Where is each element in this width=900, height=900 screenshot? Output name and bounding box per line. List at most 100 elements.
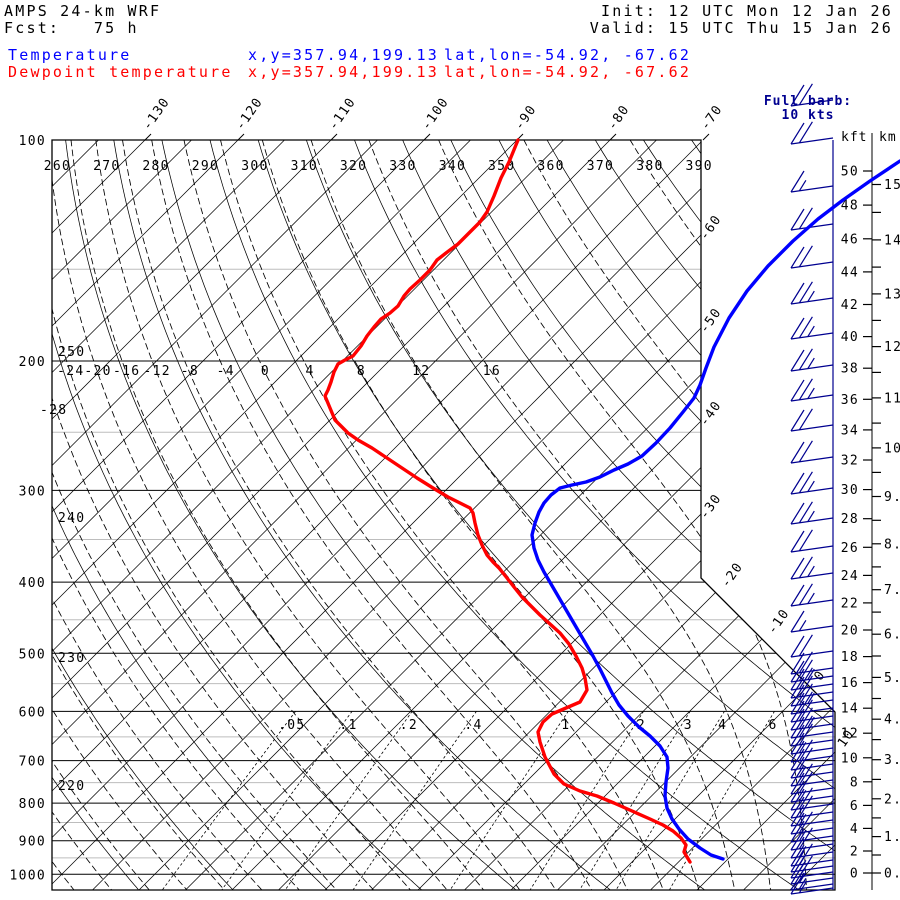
svg-text:270: 270	[93, 159, 120, 174]
svg-text:3.: 3.	[884, 753, 900, 768]
svg-text:.2: .2	[400, 718, 418, 733]
svg-text:44: 44	[841, 265, 859, 280]
svg-text:10.: 10.	[884, 441, 900, 456]
init-time: Init: 12 UTC Mon 12 Jan 26	[601, 2, 893, 20]
svg-text:4: 4	[718, 718, 727, 733]
svg-text:-70: -70	[698, 102, 726, 133]
svg-text:3: 3	[684, 718, 693, 733]
svg-text:900: 900	[19, 835, 46, 850]
svg-text:360: 360	[537, 159, 564, 174]
svg-text:4.: 4.	[884, 713, 900, 728]
svg-text:1000: 1000	[9, 868, 46, 883]
svg-text:-20: -20	[718, 560, 746, 591]
svg-text:48: 48	[841, 199, 859, 214]
svg-text:350: 350	[488, 159, 515, 174]
svg-text:12: 12	[841, 727, 859, 742]
forecast-hour: Fcst: 75 h	[4, 19, 139, 37]
svg-text:200: 200	[19, 355, 46, 370]
svg-text:22: 22	[841, 596, 859, 611]
svg-text:8.: 8.	[884, 537, 900, 552]
dewpoint-label: Dewpoint temperature	[8, 63, 233, 81]
svg-text:8: 8	[357, 364, 366, 379]
svg-text:.1: .1	[339, 718, 357, 733]
svg-text:370: 370	[587, 159, 614, 174]
svg-text:12: 12	[412, 364, 430, 379]
svg-text:330: 330	[389, 159, 416, 174]
svg-text:-4: -4	[217, 364, 235, 379]
svg-text:34: 34	[841, 423, 859, 438]
svg-text:13.: 13.	[884, 287, 900, 302]
kft-axis-title: kft	[841, 130, 868, 145]
svg-text:-120: -120	[233, 95, 266, 134]
svg-text:50: 50	[841, 165, 859, 180]
svg-text:310: 310	[291, 159, 318, 174]
svg-text:220: 220	[58, 779, 85, 794]
svg-text:8: 8	[850, 775, 859, 790]
svg-text:26: 26	[841, 541, 859, 556]
svg-text:42: 42	[841, 298, 859, 313]
model-title: AMPS 24-km WRF	[4, 2, 162, 20]
svg-text:600: 600	[19, 705, 46, 720]
svg-text:-110: -110	[326, 95, 359, 134]
valid-time: Valid: 15 UTC Thu 15 Jan 26	[589, 19, 893, 37]
svg-text:240: 240	[58, 511, 85, 526]
svg-text:4: 4	[850, 822, 859, 837]
svg-text:7.: 7.	[884, 583, 900, 598]
svg-text:1: 1	[561, 718, 570, 733]
svg-text:400: 400	[19, 576, 46, 591]
svg-text:-28: -28	[40, 403, 67, 418]
svg-text:500: 500	[19, 647, 46, 662]
svg-text:700: 700	[19, 755, 46, 770]
svg-text:290: 290	[192, 159, 219, 174]
svg-text:-8: -8	[181, 364, 199, 379]
temperature-label: Temperature	[8, 46, 132, 64]
svg-text:18: 18	[841, 650, 859, 665]
svg-text:40: 40	[841, 330, 859, 345]
svg-text:320: 320	[340, 159, 367, 174]
svg-text:32: 32	[841, 454, 859, 469]
svg-text:6.: 6.	[884, 628, 900, 643]
svg-text:5.: 5.	[884, 671, 900, 686]
svg-text:-24: -24	[57, 364, 84, 379]
svg-text:9.: 9.	[884, 490, 900, 505]
svg-text:2: 2	[850, 845, 859, 860]
svg-text:14: 14	[841, 702, 859, 717]
svg-text:28: 28	[841, 512, 859, 527]
svg-text:15.: 15.	[884, 178, 900, 193]
svg-text:10: 10	[841, 751, 859, 766]
svg-text:280: 280	[142, 159, 169, 174]
svg-text:2.: 2.	[884, 792, 900, 807]
svg-text:1.: 1.	[884, 830, 900, 845]
svg-text:38: 38	[841, 362, 859, 377]
svg-text:24: 24	[841, 569, 859, 584]
svg-text:6: 6	[850, 799, 859, 814]
svg-text:20: 20	[841, 624, 859, 639]
svg-text:230: 230	[58, 651, 85, 666]
dewpoint-latlon: lat,lon=-54.92, -67.62	[444, 63, 692, 81]
svg-text:800: 800	[19, 797, 46, 812]
svg-text:100: 100	[19, 134, 46, 149]
svg-text:-80: -80	[605, 102, 633, 133]
svg-text:-100: -100	[419, 95, 452, 134]
svg-text:4: 4	[306, 364, 315, 379]
barb-legend-line1: Full barb:	[763, 94, 853, 109]
temperature-latlon: lat,lon=-54.92, -67.62	[444, 46, 692, 64]
svg-text:340: 340	[439, 159, 466, 174]
svg-text:260: 260	[44, 159, 71, 174]
km-axis-title: km	[879, 130, 897, 145]
svg-text:-130: -130	[140, 95, 173, 134]
svg-text:0: 0	[850, 867, 859, 882]
svg-text:-10: -10	[765, 606, 793, 637]
svg-text:16: 16	[483, 364, 501, 379]
svg-text:2: 2	[637, 718, 646, 733]
svg-text:46: 46	[841, 232, 859, 247]
svg-text:380: 380	[636, 159, 663, 174]
svg-text:36: 36	[841, 393, 859, 408]
svg-text:0: 0	[261, 364, 270, 379]
svg-text:300: 300	[19, 484, 46, 499]
svg-text:.4: .4	[464, 718, 482, 733]
svg-text:390: 390	[686, 159, 713, 174]
svg-text:6: 6	[769, 718, 778, 733]
